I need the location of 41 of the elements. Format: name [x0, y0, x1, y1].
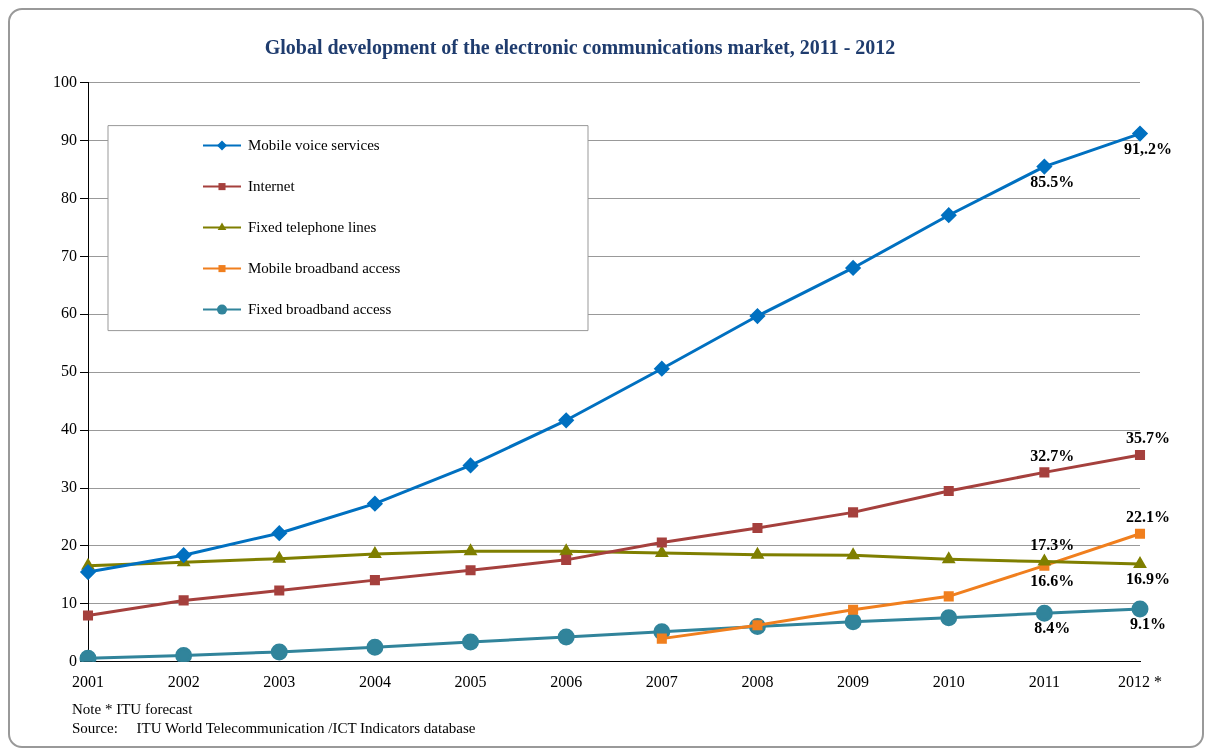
legend-label: Mobile voice services [248, 136, 380, 153]
x-tick-label: 2009 [837, 672, 870, 690]
y-tick-label: 0 [69, 652, 77, 669]
data-label: 16.9% [1126, 570, 1170, 588]
x-tick-label: 2006 [550, 672, 583, 690]
data-label: 35.7% [1126, 429, 1170, 447]
legend-label: Fixed telephone lines [248, 218, 377, 235]
x-tick-label: 2001 [72, 672, 104, 690]
data-label: 22.1% [1126, 507, 1170, 525]
y-tick-label: 20 [61, 536, 77, 554]
y-tick-label: 60 [61, 304, 77, 322]
y-tick-label: 10 [61, 594, 77, 612]
x-tick-label: 2004 [358, 672, 391, 690]
data-label: 32.7% [1030, 446, 1075, 464]
data-label: 16.6% [1030, 571, 1075, 589]
chart-title: Global development of the electronic communications market, 2011 - 2012 [263, 36, 897, 59]
legend-label: Mobile broadband access [248, 259, 401, 276]
data-label: 91,.2% [1124, 139, 1172, 157]
y-tick-label: 40 [61, 420, 77, 438]
y-tick-label: 30 [61, 478, 77, 496]
data-label: 8.4% [1034, 619, 1071, 637]
x-tick-label: 2005 [454, 672, 487, 690]
data-label: 85.5% [1030, 172, 1075, 190]
x-tick-label: 2011 [1028, 672, 1061, 690]
legend-label: Internet [248, 177, 296, 194]
data-label: 17.3% [1030, 535, 1075, 553]
y-tick-label: 100 [53, 72, 77, 90]
x-tick-label: 2007 [645, 672, 678, 690]
source-note: Source: ITU World Telecommunication /ICT Indicators database [72, 719, 476, 738]
x-tick-label: 2008 [741, 672, 774, 690]
legend-label: Fixed broadband access [248, 300, 392, 317]
y-tick-label: 90 [61, 130, 77, 148]
x-tick-label: 2002 [167, 672, 200, 690]
y-tick-label: 80 [61, 188, 77, 206]
x-tick-label: 2012 * [1118, 672, 1162, 690]
y-tick-label: 70 [61, 246, 77, 264]
y-tick-label: 50 [61, 362, 77, 380]
x-tick-label: 2003 [263, 672, 296, 690]
data-label: 9.1% [1130, 615, 1166, 633]
x-tick-label: 2010 [932, 672, 965, 690]
text: Note * ITU forecast [72, 700, 194, 719]
